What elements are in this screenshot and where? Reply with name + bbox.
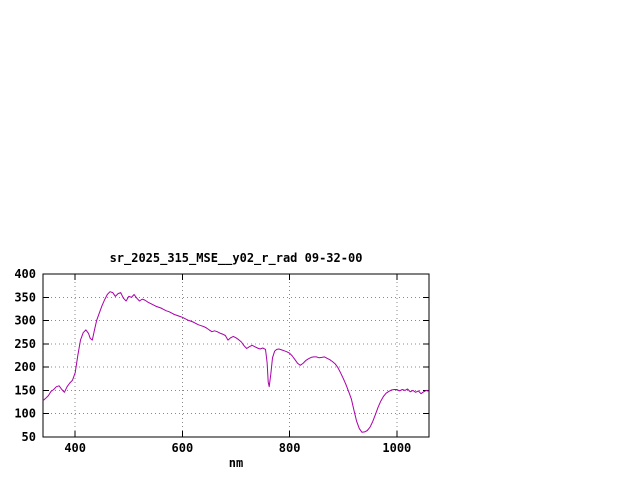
x-tick-label: 800 [279,441,301,455]
tick-labels: 400 600 800 1000 50 100 150 200 250 300 350 400 [14,267,411,455]
x-axis-label: nm [229,456,243,470]
y-tick-label: 100 [14,407,36,421]
x-tick-label: 400 [64,441,86,455]
y-tick-label: 400 [14,267,36,281]
y-tick-label: 200 [14,360,36,374]
grid-lines [43,274,429,437]
x-tick-label: 1000 [382,441,411,455]
y-tick-label: 250 [14,337,36,351]
plot-border [42,273,430,438]
y-tick-label: 50 [22,430,36,444]
chart-title: sr_2025_315_MSE__y02_r_rad 09-32-00 [110,251,363,266]
y-tick-label: 300 [14,314,36,328]
spectrum-line [42,291,430,433]
x-tick-label: 600 [172,441,194,455]
axis-ticks [43,273,429,438]
y-tick-label: 350 [14,290,36,304]
y-tick-label: 150 [14,383,36,397]
